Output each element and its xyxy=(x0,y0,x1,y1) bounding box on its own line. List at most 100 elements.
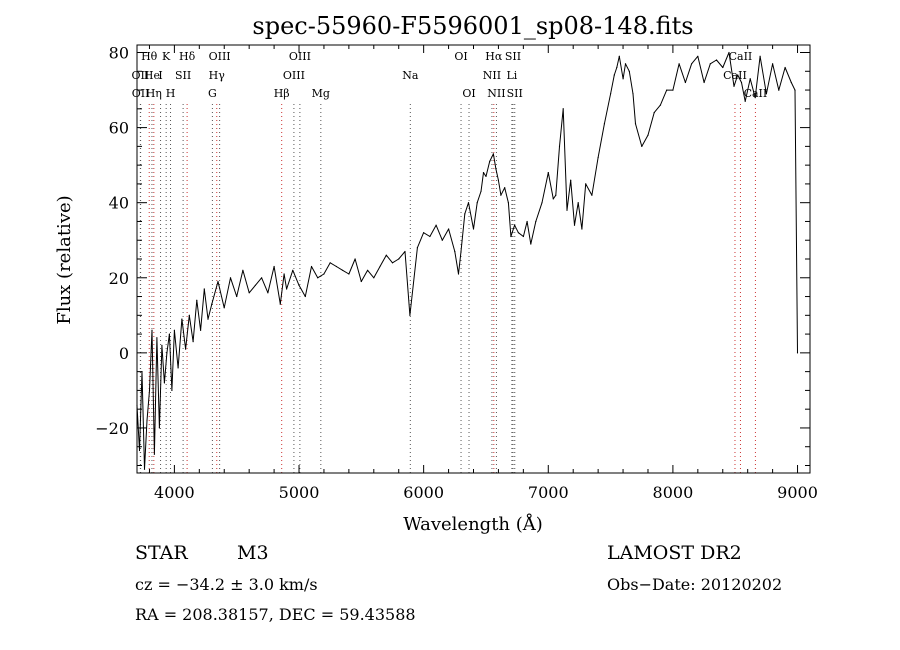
spectrum-point-137 xyxy=(778,89,780,91)
spectrum-point-57 xyxy=(404,250,406,253)
spectrum-point-68 xyxy=(464,213,466,215)
spectrum-point-96 xyxy=(570,179,572,181)
spectrum-point-81 xyxy=(507,202,509,204)
spectrum-point-24 xyxy=(207,318,209,320)
x-axis-label: Wavelength (Å) xyxy=(403,513,543,535)
spectrum-line-0 xyxy=(136,52,798,470)
spectrum-point-51 xyxy=(367,269,369,271)
spectrum-point-109 xyxy=(624,63,627,65)
spectrum-point-62 xyxy=(435,224,437,226)
spectrum-point-117 xyxy=(666,89,668,91)
spectrum-point-76 xyxy=(492,153,494,155)
spectrum-point-43 xyxy=(317,277,319,279)
series-group xyxy=(136,51,799,470)
line-marker-label-0: Hθ xyxy=(141,50,158,63)
spectrum-point-29 xyxy=(236,295,238,298)
spectrum-point-32 xyxy=(254,284,256,286)
spectrum-point-13 xyxy=(168,333,170,335)
spectrum-point-22 xyxy=(200,329,202,331)
spectrum-point-86 xyxy=(526,220,528,223)
line-marker-label-21: SII xyxy=(505,50,521,63)
spectrum-point-128 xyxy=(733,85,735,87)
y-tick-label-1: 0 xyxy=(119,344,129,363)
spectrum-point-26 xyxy=(217,280,219,283)
spectrum-point-71 xyxy=(476,202,478,204)
spectrum-point-1 xyxy=(138,449,141,452)
spectrum-point-112 xyxy=(634,123,637,125)
spectrum-point-4 xyxy=(146,419,148,421)
x-tick-label-3: 7000 xyxy=(528,483,569,502)
chart-title: spec-55960-F5596001_sp08-148.fits xyxy=(252,12,693,40)
spectrum-point-79 xyxy=(500,194,502,196)
spectrum-point-7 xyxy=(153,453,155,455)
spectrum-point-93 xyxy=(558,145,561,147)
spectrum-point-82 xyxy=(510,235,512,238)
spectrum-point-37 xyxy=(283,273,285,275)
spectrum-point-42 xyxy=(310,265,313,268)
spectrum-point-124 xyxy=(709,63,711,65)
spectrum-point-55 xyxy=(391,262,394,264)
spectrum-point-110 xyxy=(628,70,630,72)
spectrum-point-72 xyxy=(480,190,482,192)
spectrum-point-129 xyxy=(737,74,739,76)
spectrum-point-78 xyxy=(497,179,499,181)
spectrum-point-135 xyxy=(765,93,768,95)
y-tick-label-3: 40 xyxy=(109,194,129,213)
observation-date: Obs−Date: 20120202 xyxy=(607,575,782,594)
spectrum-point-123 xyxy=(703,81,705,84)
line-marker-label-20: Hα xyxy=(485,50,503,63)
spectrum-point-48 xyxy=(348,273,350,275)
spectrum-point-141 xyxy=(796,352,799,354)
spectrum-point-98 xyxy=(577,202,579,204)
x-tick-label-2: 6000 xyxy=(403,483,444,502)
spectrum-point-97 xyxy=(573,224,576,226)
spectrum-point-63 xyxy=(441,239,443,241)
line-marker-label-12: G xyxy=(208,87,217,100)
spectrum-point-73 xyxy=(482,172,485,174)
spectrum-point-111 xyxy=(632,93,634,95)
line-marker-label-15: OIII xyxy=(283,69,305,82)
spectrum-point-91 xyxy=(552,198,554,200)
spectrum-point-127 xyxy=(728,51,730,54)
spectrum-point-85 xyxy=(522,235,525,238)
plot-frame xyxy=(136,44,811,474)
spectrum-point-23 xyxy=(203,288,205,290)
spectrum-point-140 xyxy=(794,89,796,91)
spectrum-point-116 xyxy=(659,104,662,106)
spectrum-point-27 xyxy=(223,307,225,309)
spectrum-point-136 xyxy=(772,63,774,65)
spectrum-point-53 xyxy=(379,265,381,268)
spectrum-point-15 xyxy=(173,329,175,331)
spectrum-point-133 xyxy=(754,97,756,99)
x-tick-label-4: 8000 xyxy=(653,483,694,502)
spectral-line-markers: Hθ OII OII KHe Hη Hδ I SII H OIII Hγ G Hβ OIII OIII Mg N… xyxy=(132,50,767,473)
spectrum-point-16 xyxy=(177,367,179,369)
spectrum-point-60 xyxy=(423,232,425,234)
spectrum-point-102 xyxy=(597,157,599,159)
spectrum-point-47 xyxy=(342,269,344,271)
spectrum-point-125 xyxy=(715,59,718,61)
spectrum-point-138 xyxy=(784,66,786,69)
spectrum-point-106 xyxy=(616,66,618,69)
y-tick-label-0: −20 xyxy=(95,419,129,438)
spectrum-point-104 xyxy=(610,93,612,95)
line-marker-label-11: Hγ xyxy=(209,69,226,82)
line-marker-label-18: OI xyxy=(454,50,467,63)
spectrum-point-101 xyxy=(591,194,593,196)
redshift-cz: cz = −34.2 ± 3.0 km/s xyxy=(135,575,318,594)
spectrum-point-75 xyxy=(489,160,491,162)
spectrum-point-69 xyxy=(467,202,470,204)
spectrum-point-56 xyxy=(398,258,400,260)
ra-dec: RA = 208.38157, DEC = 59.43588 xyxy=(135,605,416,624)
spectrum-point-59 xyxy=(416,247,418,249)
spectrum-point-74 xyxy=(485,175,487,177)
spectrum-point-65 xyxy=(454,250,456,253)
line-marker-label-27: CaII xyxy=(723,69,747,82)
spectrum-point-94 xyxy=(562,108,564,110)
spectrum-point-84 xyxy=(517,232,520,234)
line-marker-label-9: H xyxy=(166,87,176,100)
spectrum-point-105 xyxy=(613,74,615,76)
axis-ticks: 4000 5000 6000 7000 8000 9000 −20 0 20 40 60 80 xyxy=(95,44,818,502)
line-marker-label-23: Li xyxy=(506,69,517,82)
